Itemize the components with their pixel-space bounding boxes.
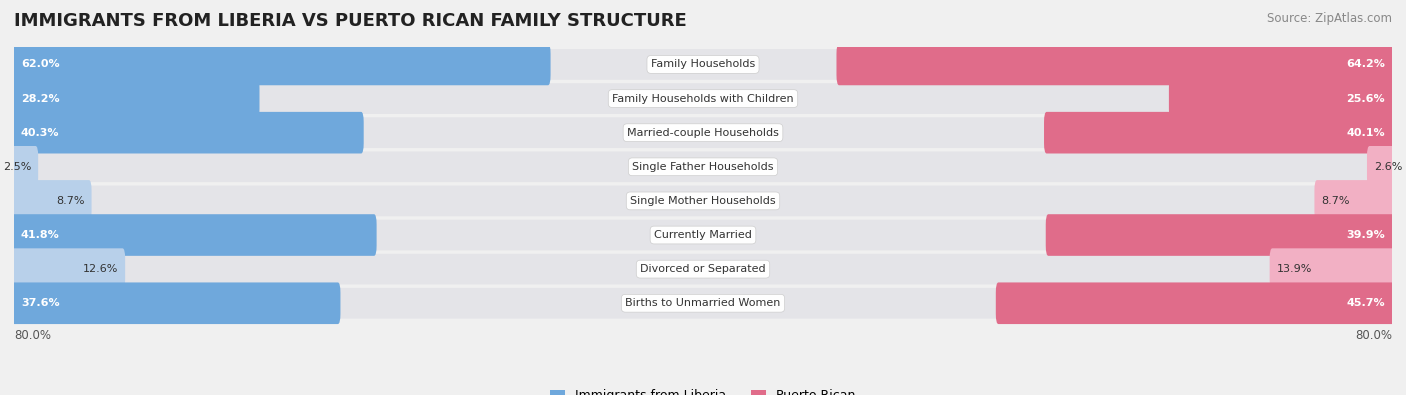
Text: Single Mother Households: Single Mother Households <box>630 196 776 206</box>
Text: 62.0%: 62.0% <box>21 60 59 70</box>
Text: Source: ZipAtlas.com: Source: ZipAtlas.com <box>1267 12 1392 25</box>
FancyBboxPatch shape <box>14 151 1392 182</box>
Text: 25.6%: 25.6% <box>1347 94 1385 103</box>
FancyBboxPatch shape <box>11 248 125 290</box>
Text: Single Father Households: Single Father Households <box>633 162 773 172</box>
Text: Currently Married: Currently Married <box>654 230 752 240</box>
Text: 13.9%: 13.9% <box>1277 264 1312 274</box>
Text: Family Households: Family Households <box>651 60 755 70</box>
Text: 40.3%: 40.3% <box>21 128 59 138</box>
Text: 2.5%: 2.5% <box>3 162 31 172</box>
Text: Divorced or Separated: Divorced or Separated <box>640 264 766 274</box>
Text: Births to Unmarried Women: Births to Unmarried Women <box>626 298 780 308</box>
Legend: Immigrants from Liberia, Puerto Rican: Immigrants from Liberia, Puerto Rican <box>546 384 860 395</box>
FancyBboxPatch shape <box>14 186 1392 216</box>
FancyBboxPatch shape <box>1270 248 1395 290</box>
FancyBboxPatch shape <box>11 282 340 324</box>
Text: 8.7%: 8.7% <box>1322 196 1350 206</box>
FancyBboxPatch shape <box>995 282 1395 324</box>
Text: 40.1%: 40.1% <box>1347 128 1385 138</box>
FancyBboxPatch shape <box>14 220 1392 250</box>
FancyBboxPatch shape <box>14 288 1392 319</box>
FancyBboxPatch shape <box>11 146 38 188</box>
Text: 8.7%: 8.7% <box>56 196 84 206</box>
FancyBboxPatch shape <box>11 78 260 119</box>
Text: 41.8%: 41.8% <box>21 230 59 240</box>
FancyBboxPatch shape <box>1367 146 1395 188</box>
Text: 28.2%: 28.2% <box>21 94 59 103</box>
FancyBboxPatch shape <box>1315 180 1395 222</box>
FancyBboxPatch shape <box>1045 112 1395 154</box>
FancyBboxPatch shape <box>837 43 1395 85</box>
FancyBboxPatch shape <box>14 49 1392 80</box>
Text: IMMIGRANTS FROM LIBERIA VS PUERTO RICAN FAMILY STRUCTURE: IMMIGRANTS FROM LIBERIA VS PUERTO RICAN … <box>14 12 686 30</box>
Text: 64.2%: 64.2% <box>1346 60 1385 70</box>
Text: 39.9%: 39.9% <box>1347 230 1385 240</box>
Text: 80.0%: 80.0% <box>14 329 51 342</box>
Text: Married-couple Households: Married-couple Households <box>627 128 779 138</box>
FancyBboxPatch shape <box>14 117 1392 148</box>
FancyBboxPatch shape <box>11 112 364 154</box>
FancyBboxPatch shape <box>1046 214 1395 256</box>
FancyBboxPatch shape <box>14 254 1392 284</box>
Text: 80.0%: 80.0% <box>1355 329 1392 342</box>
FancyBboxPatch shape <box>1168 78 1395 119</box>
Text: Family Households with Children: Family Households with Children <box>612 94 794 103</box>
FancyBboxPatch shape <box>14 83 1392 114</box>
FancyBboxPatch shape <box>11 214 377 256</box>
Text: 37.6%: 37.6% <box>21 298 59 308</box>
FancyBboxPatch shape <box>11 180 91 222</box>
Text: 45.7%: 45.7% <box>1347 298 1385 308</box>
Text: 2.6%: 2.6% <box>1374 162 1402 172</box>
FancyBboxPatch shape <box>11 43 551 85</box>
Text: 12.6%: 12.6% <box>83 264 118 274</box>
